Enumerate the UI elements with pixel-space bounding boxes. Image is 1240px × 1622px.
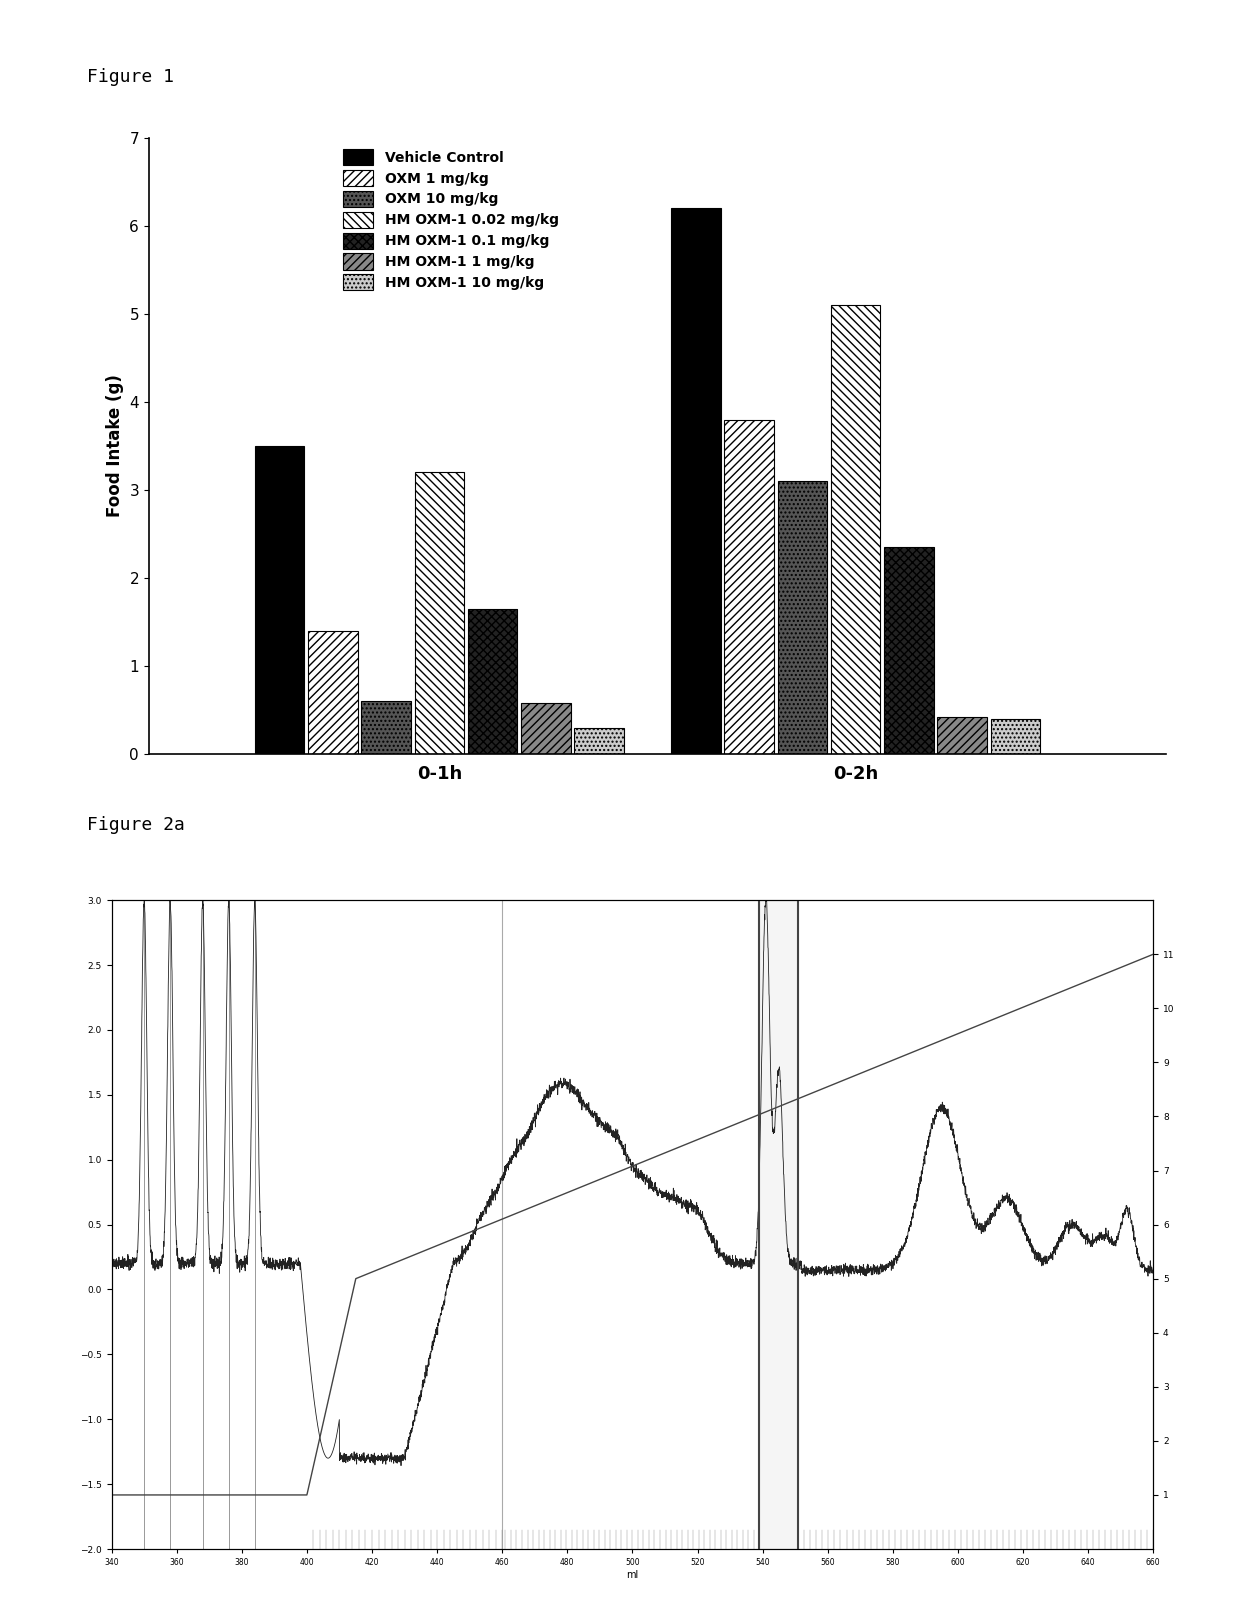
Text: Figure 1: Figure 1	[87, 68, 174, 86]
Bar	[831, 305, 880, 754]
Bar	[308, 631, 357, 754]
Y-axis label: Food Intake (g): Food Intake (g)	[105, 375, 124, 517]
Bar	[467, 608, 517, 754]
Bar	[777, 482, 827, 754]
Bar	[759, 900, 799, 1549]
X-axis label: ml: ml	[626, 1570, 639, 1580]
Bar	[884, 547, 934, 754]
Bar	[521, 704, 570, 754]
Bar	[671, 208, 720, 754]
Bar	[414, 472, 464, 754]
Bar	[361, 701, 410, 754]
Bar	[254, 446, 304, 754]
Bar	[937, 717, 987, 754]
Bar	[991, 719, 1040, 754]
Bar	[724, 420, 774, 754]
Legend: Vehicle Control, OXM 1 mg/kg, OXM 10 mg/kg, HM OXM-1 0.02 mg/kg, HM OXM-1 0.1 mg: Vehicle Control, OXM 1 mg/kg, OXM 10 mg/…	[339, 144, 563, 295]
Text: Figure 2a: Figure 2a	[87, 816, 185, 834]
Bar	[574, 728, 624, 754]
